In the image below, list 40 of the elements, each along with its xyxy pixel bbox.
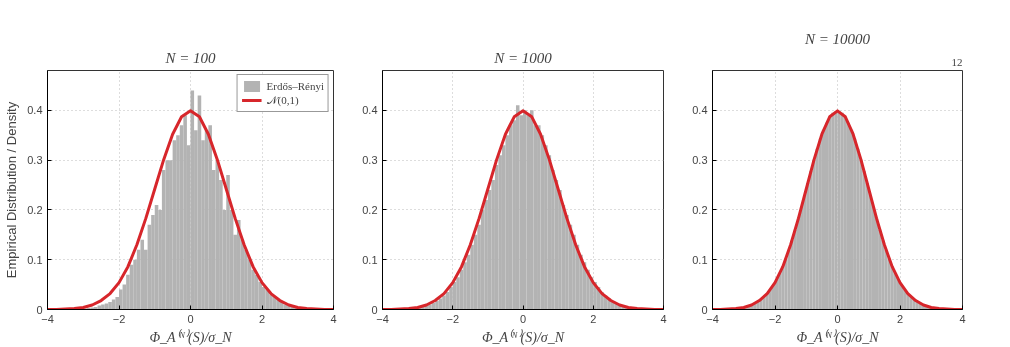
x-tick-label: 0 — [834, 312, 841, 325]
y-tick-label: 0.1 — [27, 253, 43, 266]
chart-title: N = 1000 — [493, 49, 553, 66]
x-tick-label: 4 — [330, 312, 337, 325]
x-tick-label: −2 — [446, 312, 460, 325]
x-tick-label: 4 — [660, 312, 667, 325]
chart-title: N = 100 — [164, 49, 217, 66]
chart-title: N = 10000 — [803, 30, 871, 47]
x-tick-label: 2 — [590, 312, 597, 325]
x-tick-label: −2 — [768, 312, 782, 325]
x-tick-label: −4 — [706, 312, 719, 325]
x-tick-label: −4 — [376, 312, 389, 325]
y-axis-title: Empirical Distribution / Density — [4, 101, 20, 279]
y-tick-label: 0.3 — [27, 154, 43, 167]
x-axis-title: Φ_A⁽ᴺ⁾(S)/σ_N — [796, 328, 880, 346]
legend-label: Erdős–Rényi — [266, 79, 324, 93]
y-tick-label: 0.2 — [692, 203, 708, 216]
y-tick-label: 0 — [371, 303, 378, 316]
y-tick-label: 0.1 — [362, 253, 378, 266]
y-tick-label: 0.3 — [362, 154, 378, 167]
x-tick-label: 2 — [896, 312, 904, 325]
y-tick-label: 0.4 — [692, 104, 708, 117]
y-tick-label: 0 — [701, 303, 708, 316]
y-tick-label: 0.2 — [27, 203, 43, 216]
y-tick-label: 0.4 — [362, 104, 378, 117]
y-tick-label: 0.4 — [27, 104, 43, 117]
text: 12 — [951, 55, 963, 68]
x-axis-title: Φ_A⁽ᴺ⁾(S)/σ_N — [149, 328, 233, 346]
y-tick-label: 0 — [36, 303, 43, 316]
x-tick-label: 4 — [959, 312, 966, 325]
y-tick-label: 0.3 — [692, 154, 708, 167]
y-tick-label: 0.1 — [692, 253, 708, 266]
x-tick-label: −4 — [41, 312, 54, 325]
y-tick-label: 0.2 — [362, 203, 378, 216]
x-tick-label: 2 — [258, 312, 266, 325]
x-tick-label: 0 — [519, 312, 527, 325]
legend-label: 𝒩(0,1) — [266, 93, 299, 107]
x-tick-label: −2 — [112, 312, 126, 325]
x-axis-title: Φ_A⁽ᴺ⁾(S)/σ_N — [481, 328, 565, 346]
x-tick-label: 0 — [187, 312, 194, 325]
